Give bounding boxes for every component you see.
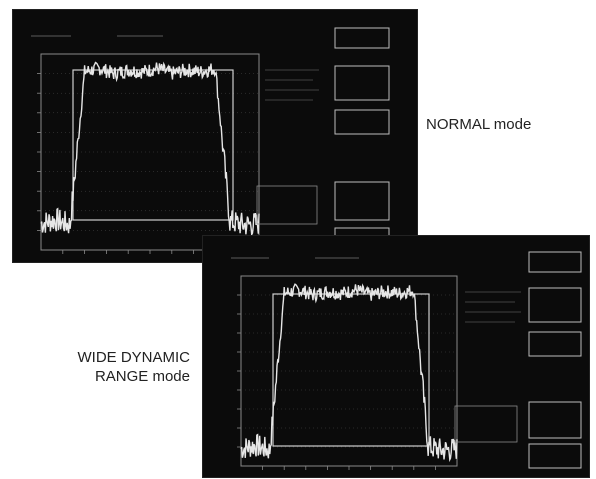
plot-grid xyxy=(237,294,457,470)
wide-mode-display xyxy=(231,251,582,470)
softkey-3[interactable] xyxy=(334,109,390,135)
parameter-box xyxy=(454,405,518,443)
passband-frame xyxy=(272,293,430,447)
softkey-2[interactable] xyxy=(528,287,582,323)
readout-block xyxy=(265,69,319,101)
softkey-2[interactable] xyxy=(334,65,390,101)
readout-block xyxy=(465,291,521,323)
softkey-3[interactable] xyxy=(528,331,582,357)
passband-frame xyxy=(72,69,234,221)
normal-mode-display xyxy=(31,27,390,254)
caption-normal-mode: NORMAL mode xyxy=(426,116,532,133)
softkey-4[interactable] xyxy=(334,181,390,221)
softkey-5[interactable] xyxy=(528,443,582,469)
spectrum-trace xyxy=(40,61,260,237)
softkey-1[interactable] xyxy=(528,251,582,273)
screen-normal-mode xyxy=(13,10,417,262)
softkey-1[interactable] xyxy=(334,27,390,49)
caption-wide-dynamic-range-mode: WIDE DYNAMIC RANGE mode xyxy=(70,348,191,386)
caption-wide-line-2: RANGE mode xyxy=(94,368,190,385)
caption-wide-line-1: WIDE DYNAMIC xyxy=(77,349,191,366)
spectrum-trace xyxy=(240,283,458,463)
parameter-box xyxy=(256,185,318,225)
screen-wide-dynamic-range-mode xyxy=(203,236,589,477)
softkey-4[interactable] xyxy=(528,401,582,439)
